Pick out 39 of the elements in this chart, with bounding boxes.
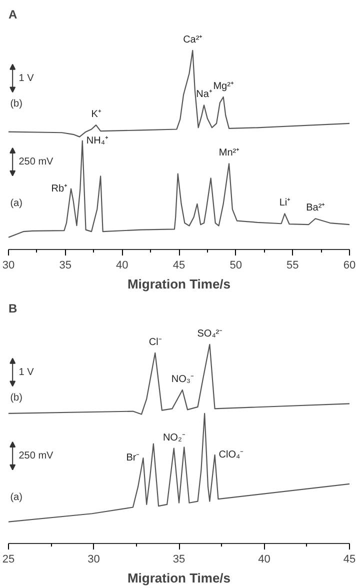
annotation: NO₂⁻: [162, 432, 186, 444]
annotation: Br⁻: [126, 452, 140, 464]
x-tick-label: 40: [116, 260, 128, 272]
x-tick-label: 50: [230, 260, 242, 272]
x-tick-label: 35: [59, 260, 72, 272]
annotation: 1 V: [18, 72, 34, 84]
annotation: Ba²⁺: [306, 202, 326, 214]
annotation: Mn²⁺: [218, 148, 240, 159]
x-tick-label: 60: [343, 260, 356, 272]
x-tick-label: 45: [343, 554, 356, 566]
annotation: Ca²⁺: [183, 34, 204, 46]
x-tick-label: 45: [172, 260, 186, 272]
annotation: K⁺: [91, 109, 102, 120]
x-tick-label: 25: [2, 554, 15, 566]
annotation: (a): [10, 492, 22, 504]
x-tick-label: 30: [2, 260, 15, 272]
x-tick-label: 55: [286, 260, 299, 272]
annotation: 250 mV: [18, 450, 54, 462]
x-axis-title: Migration Time/s: [127, 276, 231, 292]
annotation: Na⁺: [196, 89, 213, 100]
annotation: Li⁺: [279, 198, 292, 209]
annotation: NH₄⁺: [86, 135, 109, 146]
annotation: Cl⁻: [148, 336, 162, 348]
chart-title: B: [8, 302, 18, 316]
annotation: SO₄²⁻: [197, 328, 224, 340]
annotation: (b): [10, 98, 22, 110]
x-tick-label: 35: [172, 554, 186, 566]
annotation: ClO₄⁻: [218, 449, 244, 460]
x-tick-label: 30: [88, 554, 100, 566]
chart-title: A: [8, 8, 18, 22]
annotation: 250 mV: [18, 156, 54, 168]
annotation: (b): [10, 392, 22, 404]
annotation: (a): [10, 198, 22, 210]
annotation: Mg²⁺: [213, 80, 234, 92]
annotation: NO₃⁻: [171, 374, 194, 385]
x-tick-label: 40: [258, 554, 270, 566]
x-axis-title: Migration Time/s: [127, 570, 231, 586]
annotation: 1 V: [18, 366, 34, 378]
annotation: Rb⁺: [51, 183, 68, 194]
